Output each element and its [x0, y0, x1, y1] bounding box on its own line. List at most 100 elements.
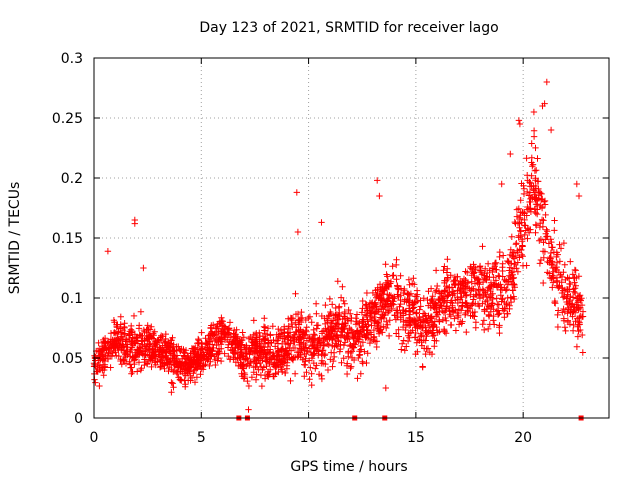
data-point [281, 328, 288, 336]
data-point [562, 327, 569, 335]
data-point [334, 325, 341, 332]
data-point [210, 344, 217, 352]
data-point [182, 363, 189, 371]
data-point [239, 365, 246, 372]
data-point [537, 256, 545, 264]
data-point [553, 259, 561, 266]
data-point [529, 163, 536, 170]
data-point [312, 300, 320, 307]
data-point [299, 329, 306, 336]
data-point [437, 299, 444, 306]
data-point [105, 349, 112, 356]
data-point [138, 332, 145, 340]
data-point [329, 342, 336, 350]
data-point [405, 276, 413, 283]
data-point [371, 300, 378, 307]
data-point [353, 337, 360, 344]
data-point [556, 258, 564, 265]
data-point [268, 339, 275, 347]
data-point [185, 361, 192, 368]
data-point [490, 317, 497, 324]
data-point [481, 307, 488, 315]
data-point [362, 301, 369, 308]
data-point [414, 297, 421, 305]
data-point [130, 354, 137, 361]
data-point [506, 264, 514, 271]
data-point [454, 299, 461, 307]
data-point [348, 354, 356, 362]
data-point [141, 361, 148, 369]
data-point [429, 327, 436, 334]
data-point [207, 332, 214, 339]
data-point [292, 328, 299, 336]
data-point [339, 321, 346, 328]
data-point [168, 379, 175, 386]
data-point [115, 336, 122, 344]
data-point [305, 314, 312, 322]
data-point [207, 324, 214, 331]
data-point [283, 365, 291, 372]
data-point [157, 363, 165, 370]
data-point [496, 253, 503, 261]
data-point [485, 313, 493, 320]
data-point [421, 310, 428, 317]
data-point [425, 288, 432, 295]
data-point [250, 369, 257, 376]
data-point [261, 346, 268, 353]
data-point [278, 340, 286, 348]
data-point [200, 356, 207, 364]
data-point [413, 310, 420, 317]
data-point [97, 355, 104, 363]
data-point [478, 271, 486, 278]
data-point [509, 268, 516, 276]
data-point [306, 333, 314, 341]
data-point [544, 233, 551, 240]
data-point [373, 343, 380, 351]
data-point [524, 235, 531, 242]
data-point [225, 341, 232, 348]
data-point [303, 337, 311, 344]
data-point [244, 377, 251, 385]
data-point [357, 370, 364, 377]
data-point [191, 366, 198, 374]
data-point [177, 347, 184, 355]
data-point [553, 253, 560, 261]
data-point [517, 228, 525, 235]
chart-title: Day 123 of 2021, SRMTID for receiver lag… [199, 20, 498, 36]
data-point [161, 360, 169, 367]
data-point [540, 198, 548, 205]
data-point [412, 350, 419, 358]
data-point [264, 359, 272, 366]
data-point [560, 305, 567, 313]
data-point [346, 335, 353, 343]
data-point [92, 379, 99, 386]
data-point [327, 323, 334, 331]
data-point [397, 316, 404, 323]
data-point [184, 369, 191, 376]
data-point [207, 350, 215, 358]
data-point [433, 308, 441, 316]
data-point [497, 281, 504, 288]
axis-ticks: 0 5 10 15 20 0 0.05 0.1 0.15 0.2 0.25 0.3 [52, 51, 609, 446]
data-point [363, 289, 371, 297]
data-point [468, 272, 475, 279]
data-point [357, 328, 365, 335]
data-point [332, 304, 339, 312]
data-point [248, 374, 256, 381]
data-point [164, 361, 172, 368]
data-point [443, 317, 450, 324]
data-point [170, 384, 177, 391]
data-point [481, 326, 488, 334]
data-point [396, 303, 403, 310]
data-point [272, 370, 279, 377]
data-point [477, 267, 485, 274]
data-point [519, 262, 527, 269]
data-point [431, 337, 438, 344]
data-point [464, 308, 472, 315]
data-point [389, 300, 396, 307]
data-point [471, 280, 479, 287]
y-tick-label: 0 [74, 411, 83, 427]
data-point [549, 284, 556, 291]
data-point [418, 332, 425, 339]
data-point [513, 265, 520, 272]
